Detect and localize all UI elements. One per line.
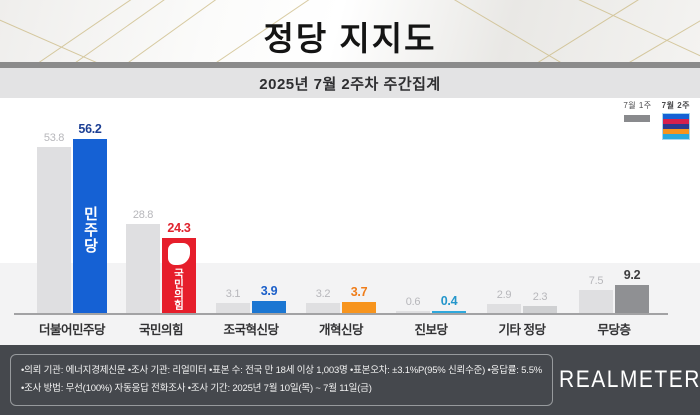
- bar-value-curr: 0.4: [440, 294, 458, 308]
- bar-value-prev: 3.2: [315, 288, 331, 301]
- bar-prev-week: [487, 304, 521, 313]
- bar-curr-week: [432, 311, 466, 313]
- bar-value-prev: 53.8: [43, 131, 65, 144]
- subtitle: 2025년 7월 2주차 주간집계: [259, 75, 441, 93]
- category-label: 개혁신당: [318, 323, 364, 337]
- bar-prev-week: [126, 224, 160, 313]
- bar-prev-week: [579, 289, 613, 313]
- divider-bar: [0, 62, 700, 68]
- bar-prev-week: [306, 303, 340, 313]
- legend-stripe: [662, 114, 689, 119]
- bar-curr-week: [615, 284, 649, 313]
- bar-value-prev: 7.5: [588, 274, 604, 287]
- page-title: 정당 지지도: [263, 20, 437, 57]
- category-label: 국민의힘: [138, 323, 184, 337]
- ppp-bar-logo: 국민의힘: [162, 242, 196, 310]
- category-label: 조국혁신당: [223, 323, 279, 337]
- ppp-symbol-icon: [168, 242, 190, 265]
- bar-prev-week: [216, 303, 250, 313]
- legend-item-prev-week: 7월 1주: [623, 100, 651, 140]
- bar-chart: 7월 1주 7월 2주 53.8 민주당 56.2 더불어민주당 28.8 국민의힘 24.…: [0, 98, 700, 345]
- legend-item-curr-week: 7월 2주: [662, 100, 690, 140]
- legend-label-prev: 7월 1주: [623, 101, 652, 110]
- legend-stripe: [662, 124, 689, 129]
- survey-info-line-1: •의뢰 기관: 에너지경제신문 •조사 기관: 리얼미터 •표본 수: 전국 만…: [21, 365, 543, 377]
- legend-swatch-curr: [661, 113, 690, 140]
- bar-value-curr: 56.2: [78, 122, 102, 137]
- legend: 7월 1주 7월 2주: [623, 100, 690, 140]
- bar-value-curr: 24.3: [167, 220, 191, 235]
- bar-value-curr: 3.9: [260, 283, 278, 298]
- bar-curr-week: 민주당: [73, 139, 107, 313]
- category-label: 더불어민주당: [38, 323, 106, 337]
- bar-value-curr: 2.3: [532, 290, 548, 303]
- footer: •의뢰 기관: 에너지경제신문 •조사 기관: 리얼미터 •표본 수: 전국 만…: [0, 345, 700, 415]
- bar-prev-week: [396, 311, 430, 313]
- ppp-logo-text: 국민의힘: [172, 267, 185, 310]
- x-axis-line: [14, 313, 668, 315]
- legend-stripe: [662, 119, 689, 124]
- category-label: 무당층: [597, 323, 631, 337]
- bar-value-curr: 3.7: [350, 284, 368, 299]
- bar-value-prev: 2.9: [496, 289, 512, 302]
- legend-stripe: [662, 129, 689, 134]
- gold-lines-decoration: [0, 0, 700, 62]
- bar-curr-week: [252, 300, 286, 313]
- survey-info-line-2: •조사 방법: 무선(100%) 자동응답 전화조사 •조사 기간: 2025년…: [21, 383, 372, 394]
- subtitle-band: 2025년 7월 2주차 주간집계: [0, 68, 700, 98]
- bar-curr-week: [342, 301, 376, 313]
- bar-curr-week: [523, 305, 557, 313]
- bar-value-prev: 28.8: [132, 209, 154, 222]
- legend-swatch-prev: [624, 115, 651, 122]
- legend-stripe: [662, 134, 689, 139]
- header: 정당 지지도: [0, 0, 700, 62]
- minjoo-bar-logo: 민주당: [81, 206, 99, 255]
- category-label: 기타 정당: [498, 323, 546, 337]
- bar-prev-week: [37, 146, 71, 313]
- bar-value-curr: 9.2: [623, 267, 641, 282]
- category-label: 진보당: [414, 323, 448, 337]
- bar-curr-week: 국민의힘: [162, 237, 196, 313]
- realmeter-logo: REALMETER: [559, 366, 700, 393]
- survey-info-box: •의뢰 기관: 에너지경제신문 •조사 기관: 리얼미터 •표본 수: 전국 만…: [10, 354, 554, 406]
- plot-area: 53.8 민주당 56.2 더불어민주당 28.8 국민의힘 24.3 국민의힘 3.1 3.9 조…: [0, 98, 700, 345]
- legend-label-curr: 7월 2주: [661, 101, 690, 110]
- bar-value-prev: 3.1: [225, 288, 241, 301]
- bar-value-prev: 0.6: [405, 296, 421, 308]
